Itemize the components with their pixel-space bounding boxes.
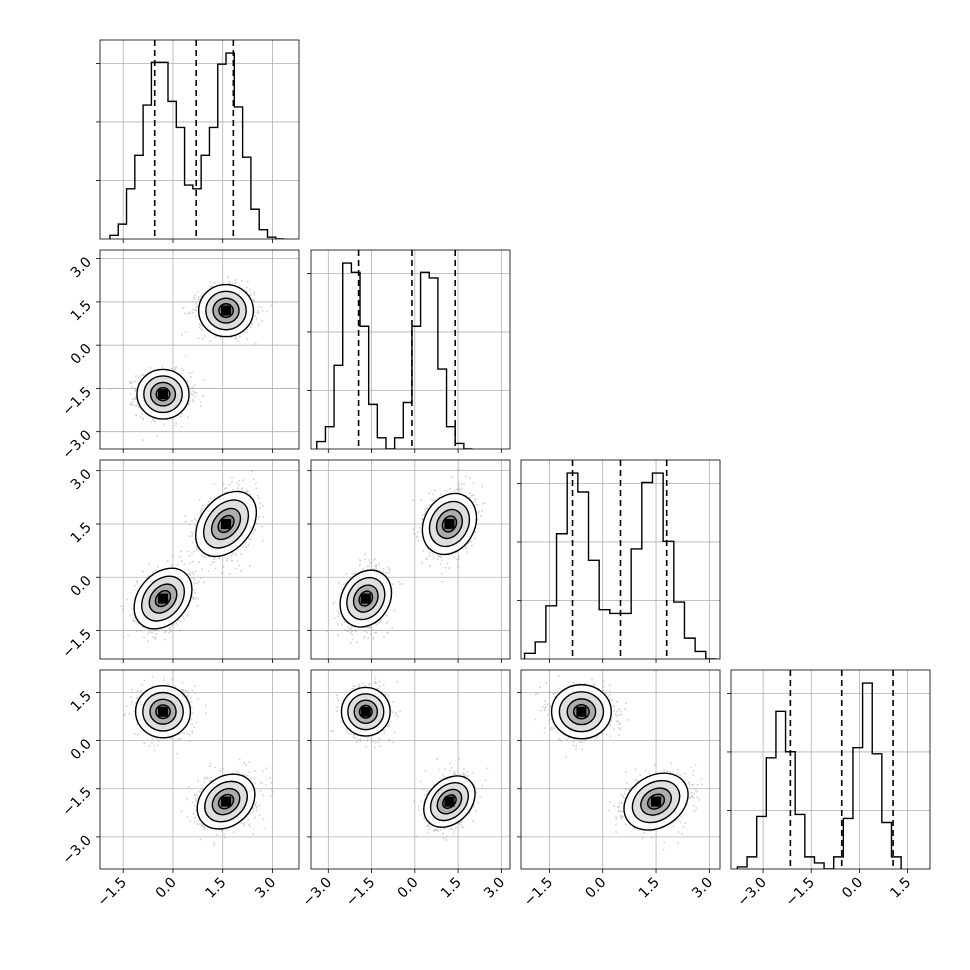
tick-label: 0.0: [153, 875, 180, 902]
tick-label: −3.0: [735, 875, 770, 910]
histogram-line: [736, 682, 902, 869]
tick-label: 0.0: [68, 573, 95, 600]
density-peak: [221, 305, 232, 316]
tick-label: 1.5: [636, 875, 663, 902]
tick-label: 0.0: [583, 875, 610, 902]
density-peak: [360, 706, 371, 717]
density-peak: [360, 593, 371, 604]
tick-label: 1.5: [68, 297, 95, 324]
panel-frame: [520, 459, 721, 660]
panel-frame: [99, 669, 300, 870]
tick-label: 3.0: [68, 466, 95, 493]
histogram-line: [109, 52, 285, 239]
histogram-panel-1: [307, 249, 511, 453]
tick-label: 1.5: [202, 875, 229, 902]
panel-frame: [730, 669, 931, 870]
tick-label: 0.0: [395, 875, 422, 902]
density-peak: [221, 796, 232, 807]
density-peak: [158, 389, 169, 400]
histogram-line: [316, 262, 473, 449]
scatter-panel-2-0: −1.5 0.0 1.5 3.0: [59, 459, 300, 663]
tick-label: 1.5: [68, 519, 95, 546]
tick-label: 3.0: [481, 875, 508, 902]
tick-label: −1.5: [521, 875, 556, 910]
panel-frame: [310, 459, 511, 660]
scatter-panel-3-2: −1.5 0.0 1.5 3.0: [517, 669, 721, 910]
histogram-panel-0: [96, 39, 300, 243]
panel-frame: [99, 459, 300, 660]
tick-label: −1.5: [59, 384, 94, 419]
tick-label: −1.5: [59, 784, 94, 819]
density-peak: [444, 796, 455, 807]
panel-frame: [310, 249, 511, 450]
histogram-panel-2: [517, 459, 721, 663]
tick-label: −1.5: [59, 626, 94, 661]
density-peak: [158, 593, 169, 604]
tick-label: 3.0: [68, 254, 95, 281]
tick-label: −3.0: [59, 832, 94, 867]
tick-label: 1.5: [438, 875, 465, 902]
scatter-panel-2-1: [307, 459, 511, 663]
tick-label: −1.5: [783, 875, 818, 910]
tick-label: −1.5: [95, 875, 130, 910]
tick-label: 3.0: [689, 875, 716, 902]
panel-frame: [99, 249, 300, 450]
density-peak: [651, 796, 662, 807]
panel-frame: [310, 669, 511, 870]
histogram-line: [523, 472, 717, 659]
density-peak: [221, 518, 232, 529]
density-peak: [576, 706, 587, 717]
histogram-panel-3: −3.0 −1.5 0.0 1.5: [727, 669, 931, 910]
tick-label: 0.0: [839, 875, 866, 902]
tick-label: −3.0: [59, 427, 94, 462]
panel-frame: [99, 39, 300, 240]
tick-label: 3.0: [252, 875, 279, 902]
tick-label: −3.0: [300, 875, 335, 910]
scatter-panel-3-1: −3.0 −1.5 0.0 1.5 3.0: [300, 669, 511, 910]
tick-label: 0.0: [68, 736, 95, 763]
tick-label: 1.5: [68, 688, 95, 715]
density-peak: [158, 706, 169, 717]
panel-frame: [520, 669, 721, 870]
tick-label: 0.0: [68, 341, 95, 368]
tick-label: −1.5: [343, 875, 378, 910]
tick-label: 1.5: [887, 875, 914, 902]
scatter-panel-1-0: −3.0 −1.5 0.0 1.5 3.0: [59, 249, 300, 463]
density-peak: [444, 518, 455, 529]
scatter-panel-3-0: −3.0−1.50.01.5−1.5 0.0 1.5 3.0: [59, 669, 300, 910]
